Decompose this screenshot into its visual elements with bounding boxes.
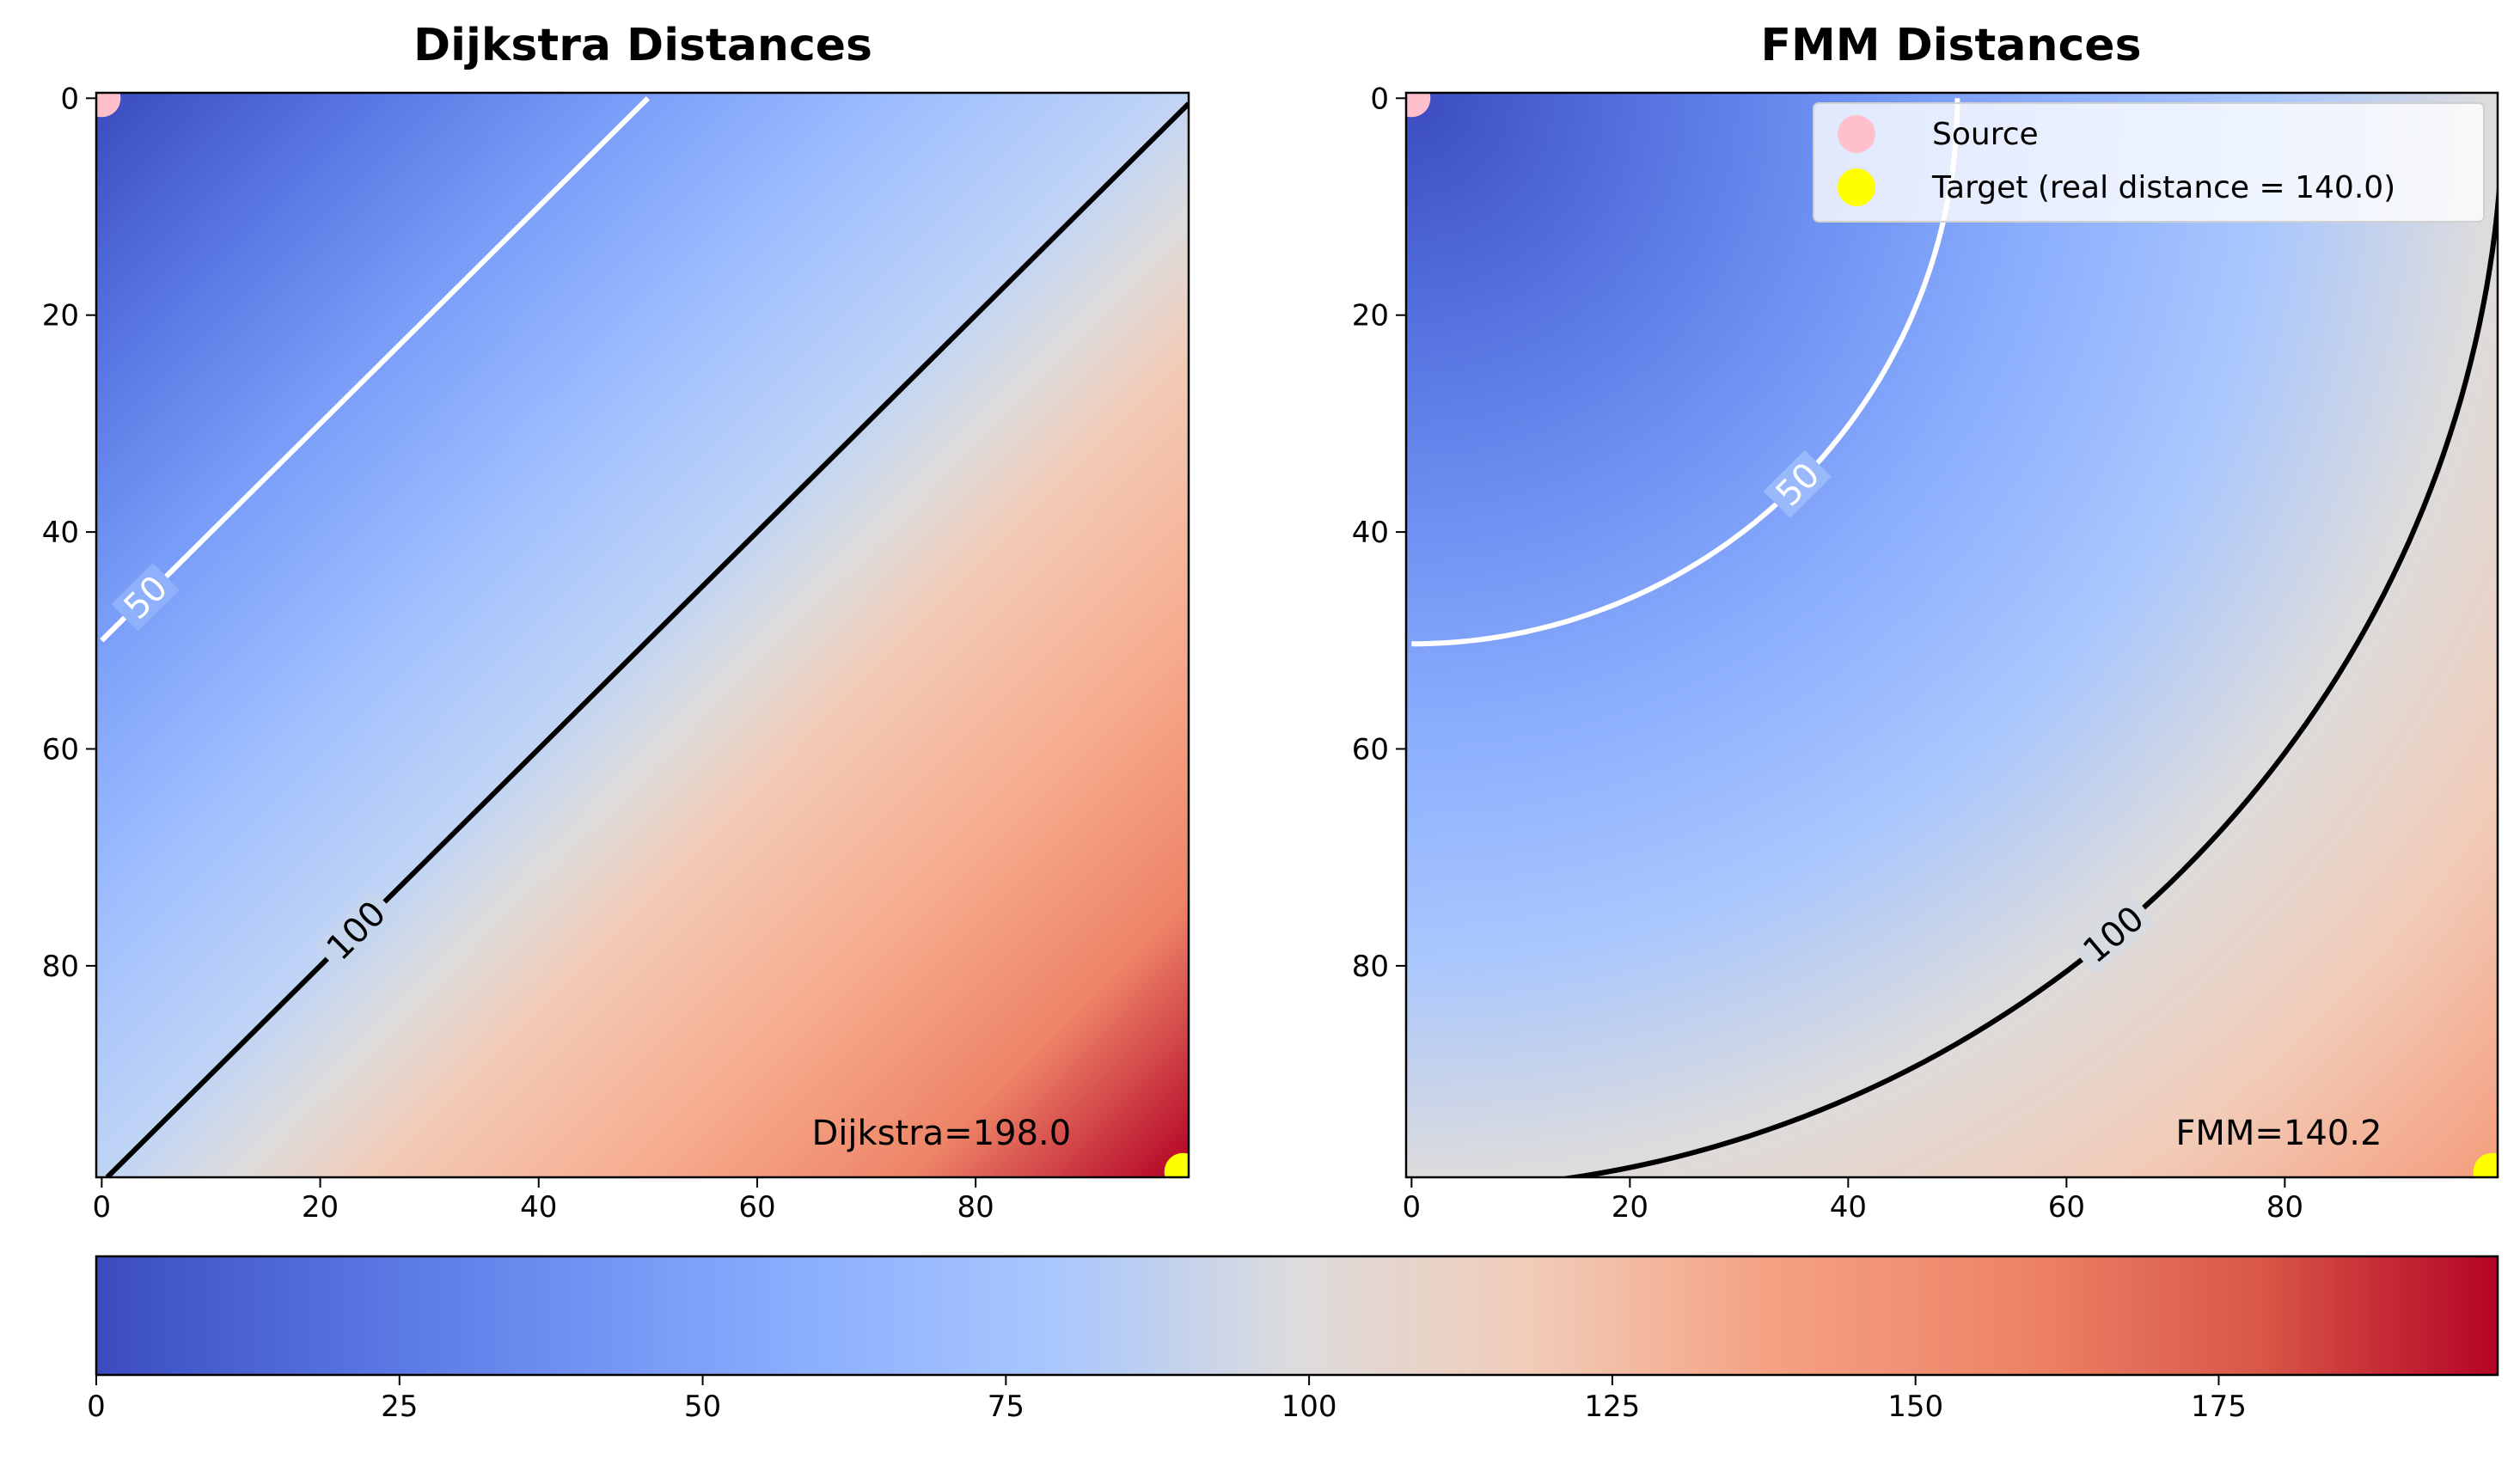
legend-marker [1838, 168, 1875, 206]
x-tick-label: 20 [302, 1190, 339, 1225]
source-marker [96, 93, 121, 118]
x-tick-label: 40 [1830, 1190, 1867, 1225]
y-tick-label: 60 [42, 733, 79, 767]
y-tick-label: 40 [42, 516, 79, 550]
distance-field [96, 93, 1189, 1177]
panel-title-fmm: FMM Distances [1760, 20, 2141, 71]
legend: Source Target (real distance = 140.0) [1813, 102, 2485, 223]
colorbar-tick-label: 175 [2191, 1390, 2247, 1424]
y-tick-label: 20 [1352, 299, 1389, 333]
y-tick-label: 0 [1370, 82, 1389, 116]
colorbar: 0 25 50 75 100 125 150 175 [87, 1255, 2499, 1424]
x-tick-label: 80 [2266, 1190, 2303, 1225]
colorbar-tick-label: 0 [87, 1390, 106, 1424]
legend-label: Source [1932, 117, 2039, 152]
colorbar-gradient [96, 1256, 2498, 1375]
x-tick-label: 60 [738, 1190, 775, 1225]
y-tick-label: 40 [1352, 516, 1389, 550]
y-tick-label: 20 [42, 299, 79, 333]
y-tick-label: 0 [60, 82, 79, 116]
y-tick-label: 80 [42, 950, 79, 984]
axes-frame [95, 91, 1190, 1179]
x-tick-label: 60 [2048, 1190, 2085, 1225]
x-tick-label: 20 [1612, 1190, 1648, 1225]
contour-line-100 [105, 101, 1189, 1177]
x-tick-label: 40 [520, 1190, 557, 1225]
colorbar-tick-label: 150 [1887, 1390, 1943, 1424]
distance-annotation: FMM=140.2 [2175, 1114, 2382, 1153]
colorbar-tick-label: 50 [684, 1390, 721, 1424]
target-marker [1164, 1152, 1189, 1177]
legend-label: Target (real distance = 140.0) [1931, 170, 2395, 205]
panel-title-dijkstra: Dijkstra Distances [413, 20, 872, 71]
axes-frame [1404, 91, 2499, 1179]
x-tick-label: 80 [957, 1190, 994, 1225]
colorbar-tick-label: 75 [988, 1390, 1025, 1424]
colorbar-frame [95, 1255, 2499, 1377]
x-tick-label: 0 [93, 1190, 112, 1225]
y-tick-label: 80 [1352, 950, 1389, 984]
colorbar-tick-label: 125 [1584, 1390, 1640, 1424]
distance-annotation: Dijkstra=198.0 [812, 1114, 1072, 1153]
y-tick-label: 60 [1352, 733, 1389, 767]
colorbar-tick-label: 25 [381, 1390, 418, 1424]
target-marker [2473, 1152, 2498, 1177]
distance-field [1406, 93, 2498, 1177]
contour-line-100 [1557, 177, 2498, 1177]
colorbar-tick-label: 100 [1281, 1390, 1337, 1424]
source-marker [1406, 93, 1431, 118]
legend-marker [1838, 115, 1875, 153]
x-tick-label: 0 [1403, 1190, 1422, 1225]
contour-line-50 [100, 96, 650, 643]
